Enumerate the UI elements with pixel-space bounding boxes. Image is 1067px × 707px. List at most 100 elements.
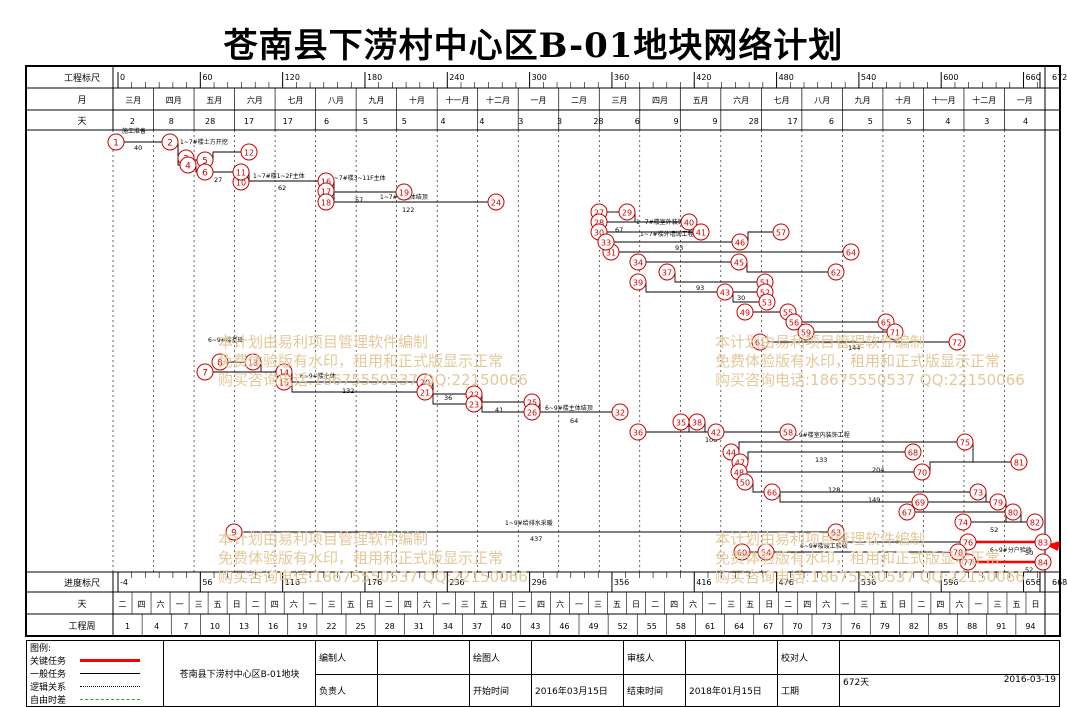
watermark-line: 本计划由易利项目管理软件编制 [218, 333, 429, 351]
activity-arrow [260, 362, 276, 373]
event-node [179, 156, 197, 174]
weekday-label: 三 [993, 600, 1001, 609]
weekday-label: 五 [1012, 600, 1020, 609]
duration-label: 52 [990, 526, 998, 534]
event-node-label: 25 [527, 399, 537, 408]
day-label: 5 [868, 117, 873, 126]
legend-table: 图例: 关键任务 一般任务 逻辑关系 自由时差 苍南县下涝村中心区B-01地块 … [26, 639, 1060, 707]
event-node-label: 62 [831, 269, 841, 278]
top-tick-label: 672 [1052, 73, 1067, 82]
task-label: 1~9#给排水采暖 [505, 519, 553, 527]
activity-arrow [333, 191, 396, 193]
event-node-label: 2 [167, 139, 173, 149]
legend-item-float: 自由时差 [30, 696, 67, 706]
event-node [629, 253, 647, 271]
event-node [196, 363, 214, 381]
duration-label: 50 [1025, 549, 1033, 557]
duration-label: 36 [444, 394, 452, 402]
event-node-label: 53 [762, 299, 772, 308]
weekday-label: 日 [765, 600, 773, 609]
top-tick-label: 480 [779, 73, 794, 82]
event-node [949, 543, 967, 561]
week-label: 37 [472, 622, 482, 631]
weekday-label: 一 [176, 600, 184, 609]
event-node-label: 34 [633, 259, 643, 268]
event-node-label: 73 [973, 489, 983, 498]
week-label: 70 [792, 622, 802, 631]
task-label: 1~7#楼室外装饰工程 [636, 218, 696, 226]
duration-label: 93 [696, 284, 704, 292]
legend-item-normal: 一般任务 [30, 670, 67, 680]
watermark-line: 购买咨询电话:18675550537 QQ:22150066 [715, 371, 1025, 389]
month-label: 一月 [530, 96, 546, 105]
event-node-label: 58 [783, 429, 793, 438]
week-label: 58 [676, 622, 686, 631]
event-node-label: 4 [185, 162, 191, 172]
week-label: 1 [125, 622, 130, 631]
activity-arrow [634, 212, 681, 223]
task-label: 1~7#楼1~2F主体 [253, 172, 305, 180]
event-node-label: 81 [1014, 459, 1024, 468]
event-node [707, 423, 725, 441]
bottom-tick-label: 116 [285, 578, 300, 587]
event-node-label: 37 [662, 269, 672, 278]
bottom-scale-label: 进度标尺 [64, 577, 100, 589]
activity-arrow [481, 394, 524, 403]
editor-label: 编制人 [315, 639, 378, 676]
event-node-label: 77 [963, 559, 973, 568]
event-node [948, 333, 966, 351]
weekday-label: 二 [119, 600, 127, 609]
weekday-label: 二 [252, 600, 260, 609]
bottom-tick-label: 668 [1052, 578, 1067, 587]
week-label: 19 [297, 622, 307, 631]
watermark-c: 本计划由易利项目管理软件编制 免费体验版有水印，租用和正式版显示正常 购买咨询电… [218, 530, 528, 587]
bottom-tick-label: 416 [696, 578, 711, 587]
day-label: 6 [829, 117, 834, 126]
event-node [107, 133, 125, 151]
event-node-label: 43 [720, 289, 730, 298]
watermark-line: 本计划由易利项目管理软件编制 [218, 530, 429, 548]
legend-item-logic: 逻辑关系 [30, 683, 67, 693]
watermark-line: 本计划由易利项目管理软件编制 [715, 530, 926, 548]
watermark-line: 免费体验版有水印，租用和正式版显示正常 [218, 352, 504, 370]
month-label: 六月 [247, 95, 263, 105]
event-node [611, 403, 629, 421]
event-node-label: 52 [760, 289, 770, 298]
event-node [618, 203, 636, 221]
task-label: 施工准备 [122, 127, 146, 135]
watermark-line: 购买咨询电话:18675550537 QQ:22150066 [218, 568, 528, 586]
watermark-d: 本计划由易利项目管理软件编制 免费体验版有水印，租用和正式版显示正常 购买咨询电… [715, 530, 1025, 587]
month-label: 七月 [774, 96, 790, 105]
event-node-label: 71 [890, 329, 900, 338]
critical-arrow-icon [80, 659, 140, 662]
event-node-label: 26 [527, 409, 537, 418]
event-node-label: 61 [755, 339, 765, 348]
top-tick-label: 60 [202, 73, 212, 82]
month-label: 五月 [206, 96, 222, 105]
month-label: 二月 [571, 96, 587, 105]
event-node [395, 183, 413, 201]
project-name: 苍南县下涝村中心区B-01地块 [163, 640, 316, 707]
event-node-label: 68 [908, 449, 918, 458]
event-node-label: 10 [236, 179, 246, 188]
day-label: 5 [402, 117, 407, 126]
day-label: 6 [635, 117, 640, 126]
task-label: 6~9#楼基础 [208, 336, 244, 344]
weekday-label: 五 [214, 600, 222, 609]
week-label: 79 [880, 622, 890, 631]
week-label: 61 [705, 622, 715, 631]
day-label: 28 [205, 117, 215, 126]
weekday-label: 日 [499, 600, 507, 609]
weekday-label: 一 [841, 600, 849, 609]
event-node-label: 67 [902, 509, 912, 518]
weekday-label: 四 [803, 600, 811, 609]
event-node-label: 44 [726, 449, 736, 458]
event-node [629, 273, 647, 291]
event-node-label: 40 [684, 219, 694, 228]
legend-critical: 关键任务 [30, 654, 160, 667]
day-label: 4 [1023, 117, 1028, 126]
week-label: 64 [734, 622, 744, 631]
event-node-label: 60 [737, 549, 747, 558]
owner-value [377, 674, 470, 707]
chart-title: 苍南县下涝村中心区B-01地块网络计划 [223, 26, 844, 66]
